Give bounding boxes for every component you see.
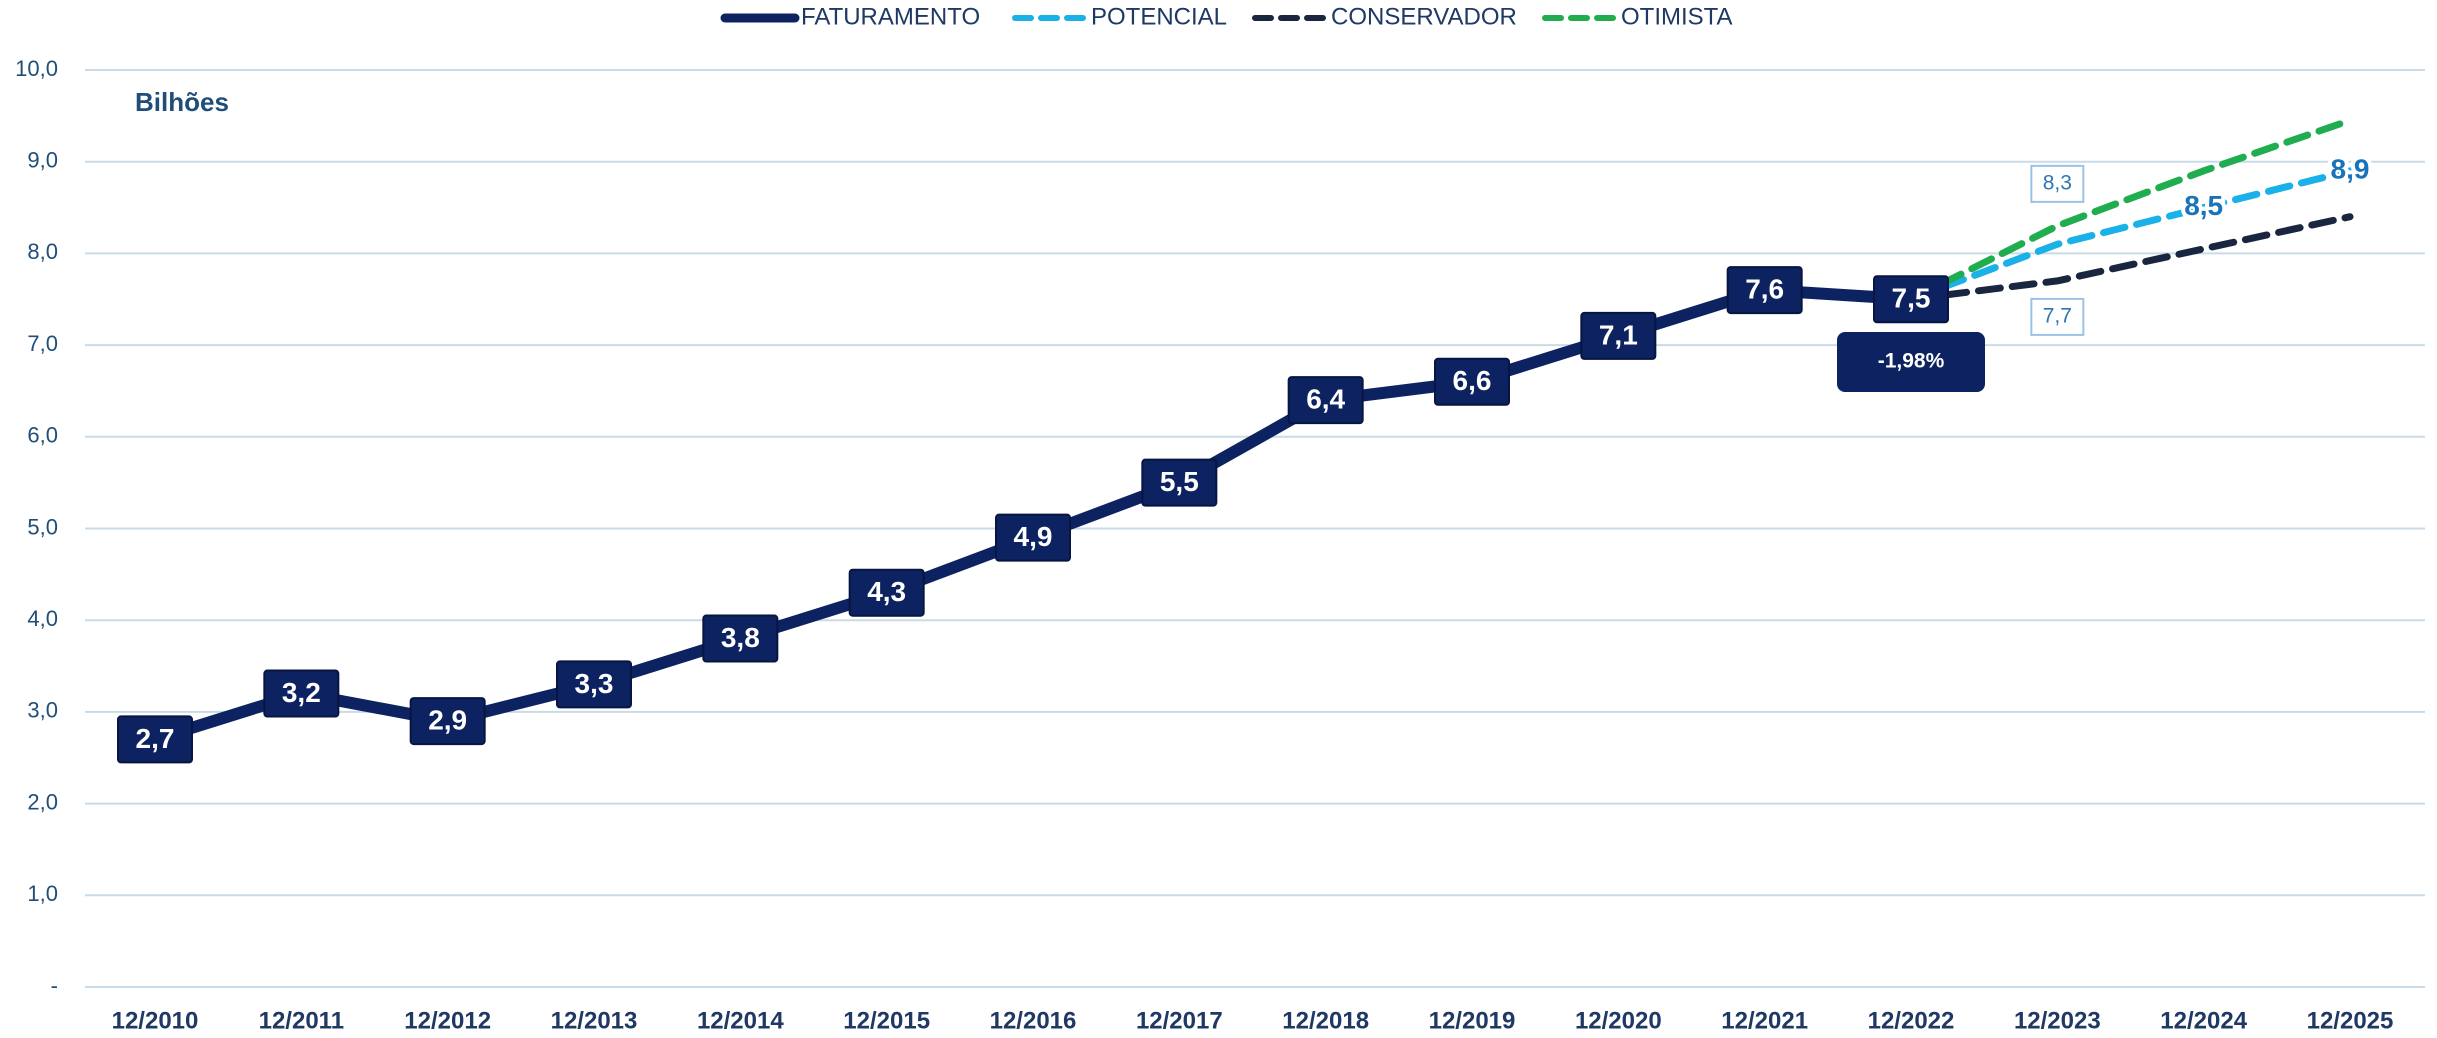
- x-tick-label: 12/2020: [1575, 1007, 1662, 1034]
- data-label-box: [556, 660, 632, 709]
- data-label: 3,2: [282, 677, 321, 708]
- y-tick-label: 6,0: [27, 423, 58, 448]
- data-label-box: [995, 513, 1071, 562]
- x-tick-label: 12/2023: [2014, 1007, 2101, 1034]
- data-label: 8,9: [2331, 153, 2370, 184]
- data-label-box: [1726, 266, 1803, 315]
- y-tick-label: 2,0: [27, 789, 58, 814]
- data-label: 7,1: [1599, 319, 1638, 350]
- data-label: 7,5: [1892, 283, 1931, 314]
- data-label: 4,3: [867, 576, 906, 607]
- series-line: [1907, 116, 2354, 303]
- data-label-box: [1580, 311, 1657, 360]
- data-label: 6,6: [1453, 365, 1492, 396]
- x-tick-label: 12/2021: [1721, 1007, 1808, 1034]
- data-label-box: [117, 715, 193, 764]
- x-tick-label: 12/2013: [551, 1007, 638, 1034]
- x-tick-label: 12/2022: [1868, 1007, 1955, 1034]
- data-label: 3,3: [575, 668, 614, 699]
- y-tick-label: 4,0: [27, 606, 58, 631]
- x-tick-label: 12/2016: [990, 1007, 1077, 1034]
- data-label: 7,6: [1745, 273, 1784, 304]
- y-tick-label: 7,0: [27, 331, 58, 356]
- data-label-box: [1141, 458, 1218, 507]
- annotation-box: [1837, 332, 1985, 392]
- data-label-box: [409, 697, 486, 746]
- legend-label: CONSERVADOR: [1331, 3, 1517, 30]
- data-label-box: [263, 669, 340, 718]
- y-tick-label: 3,0: [27, 698, 58, 723]
- legend-label: POTENCIAL: [1091, 3, 1227, 30]
- x-tick-label: 12/2014: [697, 1007, 784, 1034]
- x-tick-label: 12/2015: [843, 1007, 930, 1034]
- data-label: 4,9: [1014, 521, 1053, 552]
- data-label: 8,3: [2043, 171, 2072, 194]
- y-tick-label: -: [51, 973, 58, 998]
- data-label: 2,9: [428, 704, 467, 735]
- x-tick-label: 12/2010: [112, 1007, 199, 1034]
- series-line: [1907, 213, 2354, 303]
- x-tick-label: 12/2011: [259, 1007, 344, 1034]
- data-label-box: [2030, 164, 2085, 203]
- x-tick-label: 12/2012: [404, 1007, 491, 1034]
- data-label: 3,8: [721, 622, 760, 653]
- data-label: 7,7: [2043, 304, 2072, 327]
- annotation: -1,98%: [1878, 350, 1945, 373]
- data-label-box: [1434, 357, 1510, 406]
- x-tick-label: 12/2017: [1136, 1007, 1223, 1034]
- data-label: 5,5: [1160, 466, 1199, 497]
- data-label-box: [1287, 376, 1364, 425]
- data-label: 8,5: [2184, 190, 2223, 221]
- legend-label: OTIMISTA: [1621, 3, 1733, 30]
- y-tick-label: 10,0: [15, 56, 58, 81]
- legend-label: FATURAMENTO: [801, 3, 980, 30]
- data-label-box: [702, 614, 779, 663]
- data-label-box: [848, 568, 925, 617]
- data-label-box: [1873, 275, 1949, 324]
- subtitle: Bilhões: [135, 87, 229, 117]
- data-label: 2,7: [136, 723, 175, 754]
- data-label-box: [2030, 297, 2085, 336]
- x-tick-label: 12/2018: [1282, 1007, 1369, 1034]
- series-line: [1907, 167, 2354, 303]
- y-tick-label: 1,0: [27, 881, 58, 906]
- x-tick-label: 12/2024: [2160, 1007, 2247, 1034]
- y-tick-label: 5,0: [27, 514, 58, 539]
- data-label: 6,4: [1306, 384, 1345, 415]
- x-tick-label: 12/2025: [2307, 1007, 2394, 1034]
- x-tick-label: 12/2019: [1429, 1007, 1516, 1034]
- y-tick-label: 9,0: [27, 148, 58, 173]
- y-tick-label: 8,0: [27, 239, 58, 264]
